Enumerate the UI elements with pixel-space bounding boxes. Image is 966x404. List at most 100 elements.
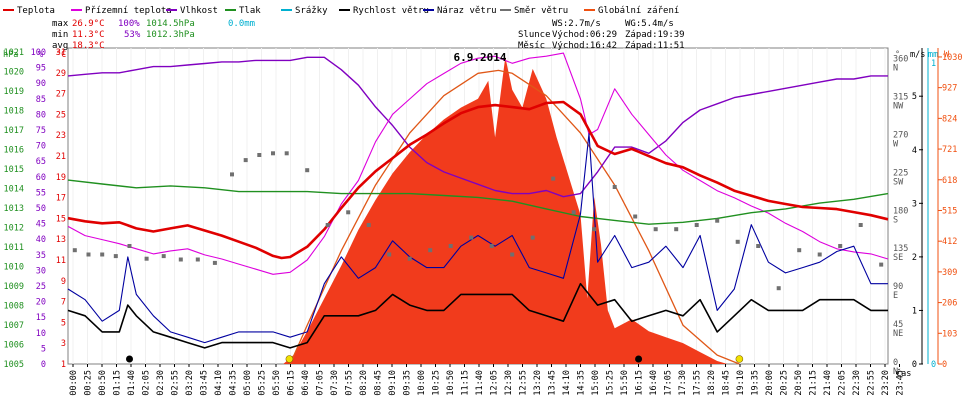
tick-label: 03:45 [200,370,210,396]
tick-label: N [893,64,898,74]
stats-label: max [52,19,69,29]
tick-label: 1 [912,306,917,316]
tick-label: 10:00 [417,370,427,396]
wind-direction-point [530,235,535,240]
tick-label: 11:40 [475,370,485,396]
wind-direction-point [86,252,91,257]
tick-label: 16:15 [635,370,645,396]
tick-label: 1011 [4,243,24,253]
tick-label: 1017 [4,126,24,136]
tick-label: 13 [56,235,66,245]
tick-label: 30 [36,266,46,276]
wind-direction-point [797,248,802,253]
wind-direction-point [653,227,658,232]
stats-sun-rise: Východ:06:29 [552,30,617,40]
axis-unit-direction: ° [895,50,900,60]
tick-label: 1008 [4,302,24,312]
wind-direction-point [195,257,200,262]
tick-label: 5 [912,92,917,102]
axis-unit-pressure: hPa [3,50,18,60]
tick-label: 15 [36,313,46,323]
wind-direction-point [489,244,494,248]
tick-label: 18:20 [707,370,717,396]
wind-direction-point [325,223,330,227]
wind-direction-point [161,254,166,259]
tick-label: 1019 [4,87,24,97]
tick-label: 10:50 [446,370,456,396]
tick-label: 27 [56,90,66,100]
tick-label: 927 [942,84,957,94]
tick-label: 07:05 [316,370,326,396]
legend-label: Tlak [239,6,261,16]
wind-direction-point [113,254,118,259]
tick-label: 35 [36,251,46,261]
stats-moon-set: Západ:11:51 [625,41,685,51]
tick-label: 412 [942,237,957,247]
series-temperature [67,100,889,260]
wind-direction-point [510,252,515,257]
legend-label: Vlhkost [180,6,218,16]
axis-humidity: 0 5 10 15 20 25 30 35 40 45 50 55 60 65 70 75 80 85 90 95 10… [31,48,46,370]
stats-label: min [52,30,68,40]
tick-label: 95 [36,64,46,74]
moon-set-marker [126,355,133,363]
tick-label: 1 [61,360,66,370]
wind-direction-point [879,262,884,267]
legend-label: Náraz větru [437,6,497,16]
tick-label: 02:55 [171,370,181,396]
stats-block: max 26.9°C 100% 1014.5hPa 0.0mm min 11.3°C 53% 1… [52,19,685,51]
wind-direction-point [858,223,863,227]
moon-rise-marker [635,355,643,363]
tick-label: 11:15 [461,370,471,396]
wind-direction-point [756,244,761,248]
wind-direction-point [715,218,720,223]
tick-label: 13:45 [548,370,558,396]
wind-direction-point [257,153,262,157]
tick-label: 15:25 [606,370,616,396]
tick-label: 1006 [4,341,24,351]
legend: Teplota Přízemní teplota Vlhkost Tlak Srážky… [3,6,679,16]
wind-direction-point [127,244,132,248]
tick-label: 17:05 [664,370,674,396]
tick-label: 1005 [4,360,24,370]
tick-label: 65 [36,157,46,167]
tick-label: 315 [893,93,908,103]
tick-label: 21 [56,152,66,162]
series-wind-speed [67,282,888,349]
axis-radiation: 0 103 206 309 412 515 618 721 824 927 1030 [937,48,962,370]
tick-label: 04:35 [229,370,239,396]
tick-label: 25 [36,282,46,292]
series-wind-direction [72,151,884,291]
axis-wind-speed: 0 1 2 3 4 5 [912,48,923,370]
series-global-radiation [68,56,888,365]
tick-label: 15:00 [591,370,601,396]
tick-label: 17:55 [693,370,703,396]
tick-label: 0 [931,360,936,370]
tick-label: 17 [56,194,66,204]
wind-direction-point [387,252,392,257]
tick-label: 1014 [4,185,24,195]
axis-pressure: 1005 1006 1007 1008 1009 1010 1011 1012 1013 1014… [4,48,24,370]
tick-label: 225 [893,168,908,178]
tick-label: 01:15 [113,370,123,396]
wind-direction-point [612,185,617,189]
tick-label: 06:15 [287,370,297,396]
legend-label: Srážky [295,6,328,16]
axis-time: 00:00 00:25 00:50 01:15 01:40 02:05 02:30 02:55… [69,364,906,396]
tick-label: 180 [893,206,908,216]
tick-label: 02:30 [156,370,166,396]
tick-label: 85 [36,95,46,105]
wind-direction-point [694,223,699,227]
tick-label: 22:05 [838,370,848,396]
stats-moon-label: Měsíc [518,41,545,51]
tick-label: 3 [61,339,66,349]
wind-direction-point [448,244,453,248]
stats-label: avg [52,41,68,51]
tick-label: 90 [893,282,903,292]
tick-label: 206 [942,299,957,309]
wind-direction-point [72,248,77,253]
tick-label: 19:10 [736,370,746,396]
tick-label: SE [893,253,903,263]
tick-label: 12:55 [519,370,529,396]
tick-label: N [893,367,898,377]
